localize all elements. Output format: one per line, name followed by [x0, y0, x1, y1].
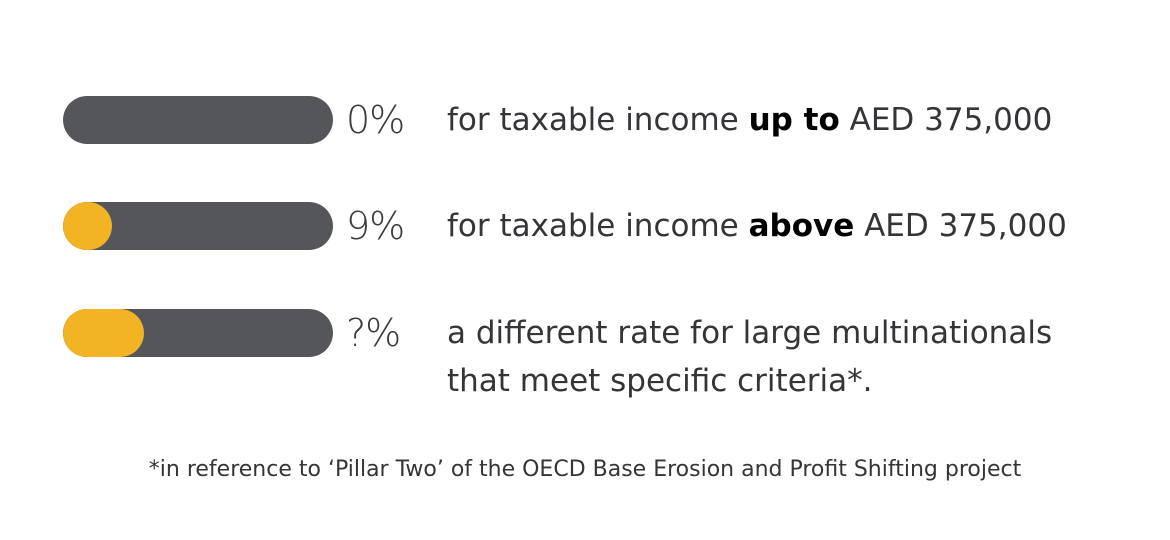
desc-emphasis: above [748, 208, 855, 244]
desc-text: AED 375,000 [839, 102, 1053, 138]
rate-bar-fill [63, 309, 144, 357]
footnote: *in reference to ‘Pillar Two’ of the OEC… [148, 457, 1022, 482]
desc-emphasis: up to [748, 102, 840, 138]
rate-bar [63, 309, 333, 357]
rate-bar [63, 202, 333, 250]
rate-label: ?% [346, 311, 401, 355]
rate-bar [63, 96, 333, 144]
rate-description: for taxable income above AED 375,000 [447, 202, 1067, 250]
desc-line-2: that meet specific criteria*. [447, 363, 873, 399]
rate-label: 9% [346, 204, 405, 248]
desc-text: for taxable income [447, 102, 749, 138]
desc-text: AED 375,000 [854, 208, 1067, 244]
rate-description: for taxable income up to AED 375,000 [447, 96, 1052, 144]
rate-label: 0% [346, 98, 405, 142]
rate-description: a different rate for large multinational… [447, 309, 1052, 405]
desc-text: for taxable income [447, 208, 749, 244]
rate-bar-fill [63, 202, 112, 250]
desc-line-1: a different rate for large multinational… [447, 315, 1053, 351]
